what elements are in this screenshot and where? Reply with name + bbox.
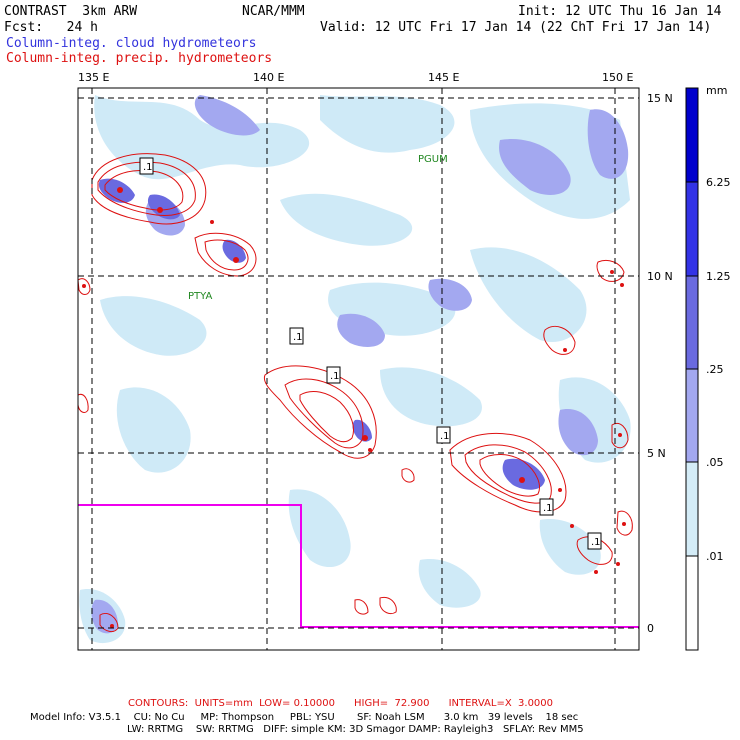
- svg-text:.1: .1: [543, 503, 553, 514]
- contour-info: CONTOURS: UNITS=mm LOW= 0.10000 HIGH= 72…: [128, 698, 554, 709]
- svg-text:.1: .1: [293, 332, 303, 343]
- contour-label-box: .1: [289, 327, 304, 345]
- model-info-line-1: Model Info: V3.5.1 CU: No Cu MP: Thompso…: [30, 712, 579, 723]
- svg-text:.1: .1: [591, 537, 601, 548]
- lat-tick-10n: 10 N: [647, 270, 673, 283]
- lat-lon-grid: [78, 88, 639, 650]
- cloud-field-dark: [98, 178, 545, 490]
- lat-tick-0: 0: [647, 622, 654, 635]
- valid-time: Valid: 12 UTC Fri 17 Jan 14 (22 ChT Fri …: [320, 20, 712, 35]
- colorbar-label-1.25: 1.25: [706, 270, 731, 283]
- forecast-hour: Fcst: 24 h: [4, 20, 98, 35]
- svg-text:.1: .1: [143, 162, 153, 173]
- lat-tick-5n: 5 N: [647, 447, 666, 460]
- init-time: Init: 12 UTC Thu 16 Jan 14: [518, 4, 722, 19]
- svg-text:.1: .1: [440, 431, 450, 442]
- lon-tick-135: 135 E: [78, 71, 110, 84]
- cloud-field-medium: [91, 95, 629, 634]
- lon-tick-145: 145 E: [428, 71, 460, 84]
- lat-tick-15n: 15 N: [647, 92, 673, 105]
- precip-contours: [77, 153, 633, 633]
- colorbar-bin-3: [686, 369, 698, 462]
- station-pgum: PGUM: [418, 154, 448, 165]
- contour-labels: .1 .1 .1 .1 .1 .1: [139, 157, 602, 550]
- lon-tick-140: 140 E: [253, 71, 285, 84]
- colorbar-label-.05: .05: [706, 456, 724, 469]
- institution-label: NCAR/MMM: [242, 4, 305, 19]
- station-ptya: PTYA: [188, 291, 212, 302]
- lon-tick-150: 150 E: [602, 71, 634, 84]
- colorbar-label-.01: .01: [706, 550, 724, 563]
- model-title: CONTRAST 3km ARW: [4, 4, 138, 19]
- contour-label-box: .1: [587, 532, 602, 550]
- colorbar-bin-6: [686, 88, 698, 182]
- domain-boundary: [78, 504, 639, 628]
- legend-precip: Column-integ. precip. hydrometeors: [6, 51, 273, 66]
- colorbar-bin-1: [686, 556, 698, 650]
- map-frame: [77, 87, 640, 651]
- cloud-field-light: [79, 95, 631, 644]
- contour-label-box: .1: [139, 157, 154, 175]
- contour-label-box: .1: [436, 426, 451, 444]
- colorbar-bin-2: [686, 462, 698, 556]
- colorbar-unit: mm: [706, 84, 727, 97]
- legend-cloud: Column-integ. cloud hydrometeors: [6, 36, 257, 51]
- contour-label-box: .1: [539, 498, 554, 516]
- colorbar-label-6.25: 6.25: [706, 176, 731, 189]
- colorbar: mm 6.25 1.25 .25 .05 .01: [685, 84, 731, 651]
- svg-text:.1: .1: [330, 371, 340, 382]
- colorbar-bin-5: [686, 182, 698, 276]
- model-info-line-2: LW: RRTMG SW: RRTMG DIFF: simple KM: 3D …: [127, 724, 584, 735]
- contour-label-box: .1: [326, 366, 341, 384]
- precip-cores: [82, 187, 626, 628]
- colorbar-bin-4: [686, 276, 698, 369]
- colorbar-label-.25: .25: [706, 363, 724, 376]
